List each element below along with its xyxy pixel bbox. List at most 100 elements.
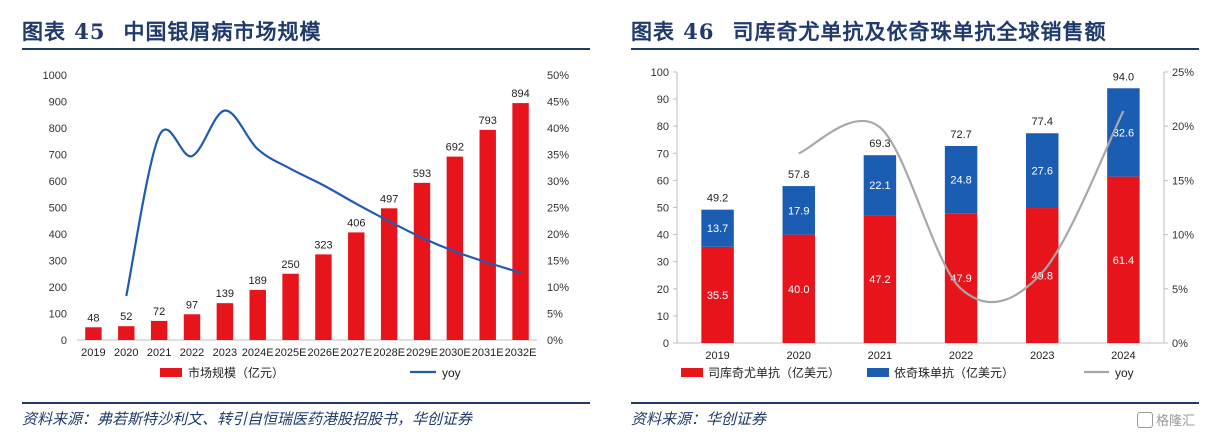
bar: [118, 326, 135, 340]
global-sales-chart: 0 10 20 30 40 50 60 70 80 90 100 0% 5% 10% 15% 20% 25% 35…: [651, 67, 1195, 380]
bar-top-segment: [863, 155, 897, 216]
data-label: 139: [216, 288, 234, 300]
data-label: 72: [153, 306, 165, 318]
watermark-logo: 格隆汇: [1136, 410, 1195, 429]
x-tick-label: 2022: [180, 347, 204, 359]
y-tick-label-left: 10: [657, 311, 669, 323]
y-tick-label-left: 40: [657, 230, 669, 242]
bar-top-segment: [1026, 133, 1059, 209]
y-tick-label-right: 20%: [547, 229, 569, 241]
source-note: 资料来源：弗若斯特沙利文、转引自恒瑞医药港股招股书，华创证券: [22, 410, 473, 428]
bar: [348, 232, 365, 340]
title-rule: [22, 48, 590, 50]
y-tick-label-left: 0: [61, 335, 67, 347]
yoy-line: [125, 109, 521, 297]
data-label: 189: [249, 275, 267, 287]
x-tick-label: 2023: [1030, 350, 1054, 362]
y-tick-label-right: 30%: [547, 176, 569, 188]
data-label: 250: [281, 259, 299, 271]
data-label-bottom: 47.2: [869, 274, 890, 286]
data-label-top: 32.6: [1113, 127, 1134, 139]
bar-bottom-segment: [701, 246, 734, 343]
bar: [446, 156, 464, 340]
x-tick-label: 2030E: [439, 347, 471, 359]
total-label: 77.4: [1032, 116, 1053, 128]
watermark-text: 格隆汇: [1155, 414, 1195, 429]
x-tick-label: 2022: [949, 350, 973, 362]
bar: [380, 208, 398, 340]
x-tick-label: 2024E: [242, 347, 274, 359]
y-tick-label-right: 10%: [547, 282, 569, 294]
chart-title: 图表 45 中国银屑病市场规模: [22, 16, 322, 46]
market-size-chart: 0 100 200 300 400 500 600 700 800 900 1000 0% 5% 10% 1…: [43, 70, 570, 380]
data-label: 97: [186, 299, 198, 311]
chart-title: 图表 46 司库奇尤单抗及依奇珠单抗全球销售额: [631, 16, 1107, 46]
y-tick-label-right: 10%: [1172, 230, 1194, 242]
y-tick-label-left: 60: [657, 175, 669, 187]
x-tick-label: 2024: [1111, 350, 1135, 362]
data-label: 793: [479, 115, 497, 127]
y-tick-label-left: 700: [49, 150, 67, 162]
y-tick-label-left: 20: [657, 284, 669, 296]
y-tick-label-right: 40%: [547, 123, 569, 135]
bar-top-segment: [701, 209, 734, 247]
y-tick-label-left: 400: [49, 229, 67, 241]
bar: [479, 129, 496, 340]
legend-label: yoy: [1115, 366, 1134, 380]
bar: [216, 303, 234, 340]
data-label: 497: [380, 193, 398, 205]
bar-bottom-segment: [944, 213, 978, 343]
y-tick-label-left: 100: [651, 67, 669, 79]
x-tick-label: 2019: [81, 347, 105, 359]
data-label-top: 22.1: [869, 180, 890, 192]
data-label: 323: [314, 239, 332, 251]
bar-top-segment: [944, 145, 978, 214]
y-tick-label-right: 0%: [1172, 338, 1188, 350]
x-tick-label: 2020: [787, 350, 811, 362]
title-text: 中国银屑病市场规模: [123, 19, 322, 44]
data-label: 48: [87, 312, 99, 324]
data-label: 52: [120, 311, 132, 323]
y-tick-label-left: 600: [49, 176, 67, 188]
x-tick-label: 2021: [868, 350, 892, 362]
y-tick-label-left: 0: [663, 338, 669, 350]
total-label: 49.2: [707, 193, 728, 205]
data-label-top: 27.6: [1032, 166, 1053, 178]
y-tick-label-left: 300: [49, 256, 67, 268]
y-tick-label-right: 25%: [547, 203, 569, 215]
total-label: 94.0: [1113, 71, 1134, 83]
bar: [512, 103, 529, 340]
data-label-bottom: 40.0: [788, 284, 809, 296]
total-label: 57.8: [788, 169, 809, 181]
legend-label: 市场规模（亿元）: [188, 365, 284, 380]
legend-label: yoy: [442, 366, 461, 380]
legend-swatch-bar: [160, 368, 182, 377]
bar: [150, 320, 168, 340]
source-rule: [22, 402, 590, 404]
bar-top-segment: [782, 186, 815, 235]
y-tick-label-left: 500: [49, 203, 67, 215]
x-tick-label: 2031E: [472, 347, 504, 359]
figure-label: 图表 46: [631, 19, 715, 44]
y-tick-label-right: 45%: [547, 97, 569, 109]
bar-bottom-segment: [1026, 208, 1059, 343]
source-rule: [631, 402, 1199, 404]
panel-global-sales: 图表 46 司库奇尤单抗及依奇珠单抗全球销售额 0 10 20 30 40 50 60 70 80…: [609, 0, 1213, 443]
total-label: 69.3: [869, 138, 890, 150]
legend-swatch-top: [867, 368, 889, 377]
x-tick-label: 2027E: [340, 347, 372, 359]
data-label: 894: [511, 88, 529, 100]
legend-label: 司库奇尤单抗（亿美元）: [708, 365, 840, 380]
y-tick-label-right: 15%: [1172, 175, 1194, 187]
y-tick-label-right: 35%: [547, 150, 569, 162]
bar: [282, 273, 299, 340]
y-tick-label-left: 50: [657, 203, 669, 215]
bar: [315, 254, 332, 340]
x-tick-label: 2028E: [373, 347, 405, 359]
y-tick-label-right: 15%: [547, 256, 569, 268]
legend-label: 依奇珠单抗（亿美元）: [894, 365, 1014, 380]
y-tick-label-left: 1000: [43, 70, 67, 82]
data-label-top: 13.7: [707, 223, 728, 235]
y-tick-label-left: 70: [657, 148, 669, 160]
data-label: 593: [413, 168, 431, 180]
